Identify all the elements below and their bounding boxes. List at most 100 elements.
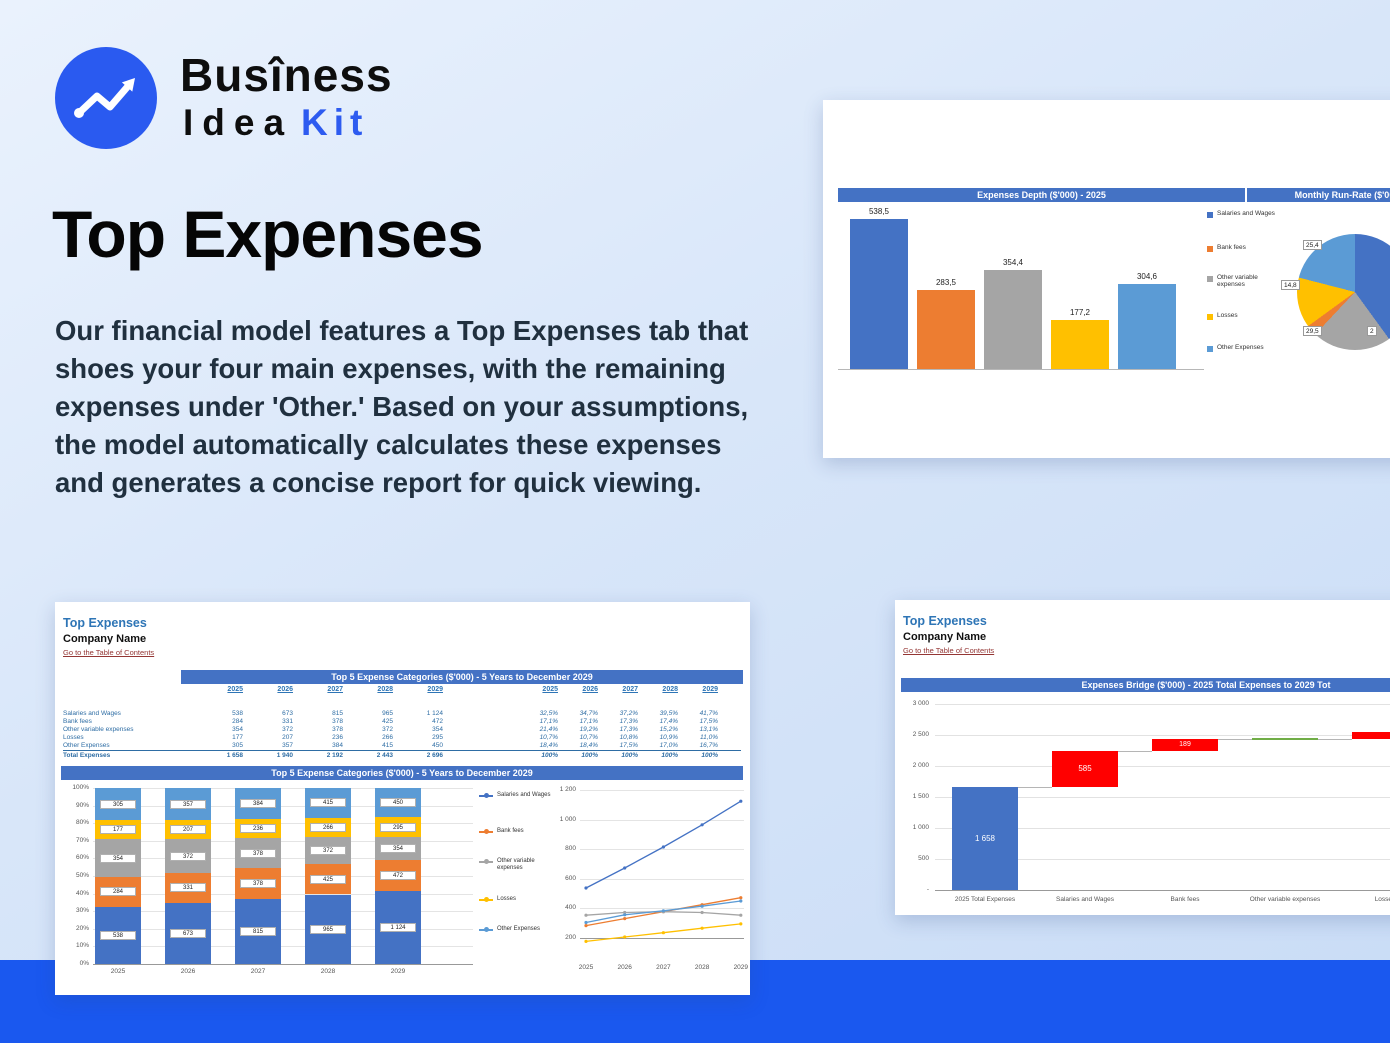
table-of-contents-link[interactable]: Go to the Table of Contents bbox=[903, 646, 995, 655]
year-header: 2029 bbox=[427, 686, 443, 693]
cell-pct: 17,3% bbox=[619, 718, 638, 725]
stack-label: 472 bbox=[380, 870, 416, 880]
gridline bbox=[935, 859, 1390, 860]
stack-label: 1 124 bbox=[380, 922, 416, 932]
depth-bar bbox=[917, 290, 975, 369]
series-line bbox=[585, 800, 742, 889]
brand-word-kit: Kit bbox=[301, 102, 369, 143]
depth-bar-value: 538,5 bbox=[868, 207, 890, 216]
stack-label: 378 bbox=[240, 848, 276, 858]
legend-label: Bank fees bbox=[1217, 244, 1246, 251]
ytick-label: 200 bbox=[565, 934, 576, 941]
company-name: Company Name bbox=[63, 633, 147, 645]
table-of-contents-link[interactable]: Go to the Table of Contents bbox=[63, 648, 155, 657]
stack-label: 384 bbox=[240, 799, 276, 808]
row-label: Salaries and Wages bbox=[63, 710, 121, 717]
trend-arrow-icon bbox=[74, 78, 135, 118]
total-value: 1 658 bbox=[226, 752, 243, 759]
row-label: Losses bbox=[63, 734, 84, 741]
cell-value: 354 bbox=[232, 726, 243, 733]
series-point bbox=[623, 866, 627, 870]
company-name: Company Name bbox=[903, 631, 987, 643]
cell-pct: 17,3% bbox=[619, 726, 638, 733]
ytick-label: - bbox=[926, 886, 929, 893]
gridline bbox=[580, 849, 744, 851]
line-chart-svg bbox=[584, 799, 743, 943]
pie-chart-header: Monthly Run-Rate ($'000 bbox=[1247, 188, 1390, 202]
legend-dot bbox=[484, 859, 489, 864]
cell-value: 815 bbox=[332, 710, 343, 717]
legend-swatch bbox=[1207, 346, 1213, 352]
cell-value: 425 bbox=[382, 718, 393, 725]
legend-label: Other variable expenses bbox=[1217, 274, 1258, 289]
cell-pct: 10,9% bbox=[659, 734, 678, 741]
legend-swatch bbox=[1207, 276, 1213, 282]
page-description: Our financial model features a Top Expen… bbox=[55, 315, 749, 498]
cell-pct: 10,8% bbox=[619, 734, 638, 741]
table-header: Top 5 Expense Categories ($'000) - 5 Yea… bbox=[181, 670, 743, 684]
cell-value: 266 bbox=[382, 734, 393, 741]
cell-pct: 32,5% bbox=[539, 710, 558, 717]
ytick-label: 10% bbox=[75, 942, 89, 950]
total-value: 2 696 bbox=[426, 752, 443, 759]
depth-bar-value: 177,2 bbox=[1069, 307, 1091, 317]
ytick-label: 50% bbox=[75, 872, 89, 879]
stack-label: 965 bbox=[310, 924, 346, 934]
cell-pct: 17,5% bbox=[619, 742, 638, 749]
cell-value: 354 bbox=[432, 726, 443, 733]
cell-pct: 34,7% bbox=[579, 710, 598, 717]
ytick-label: 400 bbox=[565, 904, 576, 912]
stack-label: 372 bbox=[310, 846, 346, 855]
legend-swatch bbox=[1207, 314, 1213, 320]
cell-pct: 18,4% bbox=[579, 742, 598, 749]
stack-label: 354 bbox=[100, 853, 136, 863]
gridline bbox=[580, 819, 744, 821]
cell-value: 1 124 bbox=[426, 710, 443, 717]
cell-value: 415 bbox=[382, 742, 393, 749]
ytick-label: 90% bbox=[75, 801, 89, 809]
cell-value: 207 bbox=[282, 734, 293, 741]
year-header: 2026 bbox=[582, 686, 598, 693]
bridge-bar bbox=[952, 787, 1018, 890]
legend-label: Other Expenses bbox=[497, 926, 541, 932]
gridline bbox=[935, 890, 1390, 891]
ytick-label: 100% bbox=[72, 784, 89, 791]
year-header: 2026 bbox=[277, 686, 293, 693]
cell-value: 177 bbox=[232, 734, 243, 741]
xtick-label: 2029 bbox=[733, 964, 749, 971]
ytick-label: 800 bbox=[565, 845, 576, 853]
gridline bbox=[93, 964, 473, 965]
ytick-label: 0% bbox=[79, 960, 89, 967]
ytick-label: 2 000 bbox=[912, 762, 929, 769]
gridline bbox=[935, 766, 1390, 767]
pie-data-label: 2 bbox=[1367, 326, 1377, 336]
stack-label: 207 bbox=[170, 825, 206, 835]
bridge-connector bbox=[1118, 750, 1152, 752]
cell-value: 378 bbox=[332, 726, 343, 733]
ytick-label: 3 000 bbox=[912, 700, 929, 707]
gridline bbox=[93, 893, 473, 895]
bar-chart-header: Expenses Depth ($'000) - 2025 bbox=[838, 188, 1245, 202]
bridge-connector bbox=[1018, 787, 1052, 789]
depth-bar-value: 283,5 bbox=[935, 278, 957, 287]
series-point bbox=[739, 922, 743, 926]
year-header: 2027 bbox=[622, 686, 638, 693]
bridge-bar bbox=[1352, 731, 1390, 740]
cell-value: 331 bbox=[282, 718, 293, 725]
stack-label: 450 bbox=[380, 798, 416, 808]
xtick-label: 2026 bbox=[180, 968, 196, 975]
legend-dot bbox=[484, 927, 489, 932]
cell-pct: 37,2% bbox=[619, 710, 638, 717]
legend-label: Other Expenses bbox=[1217, 344, 1264, 351]
stack-label: 673 bbox=[170, 929, 206, 938]
total-pct: 100% bbox=[661, 752, 678, 759]
stack-label: 425 bbox=[310, 874, 346, 884]
legend-label: Losses bbox=[497, 896, 517, 902]
total-divider bbox=[63, 750, 741, 751]
xtick-label: 2028 bbox=[320, 968, 336, 975]
run-rate-pie-area: 25,4 14,8 29,5 2 bbox=[1247, 204, 1390, 458]
xtick-label: 2029 bbox=[390, 968, 406, 975]
cell-pct: 21,4% bbox=[539, 726, 558, 733]
legend-label: Salaries and Wages bbox=[1217, 210, 1275, 217]
brand-logo[interactable] bbox=[55, 47, 157, 149]
